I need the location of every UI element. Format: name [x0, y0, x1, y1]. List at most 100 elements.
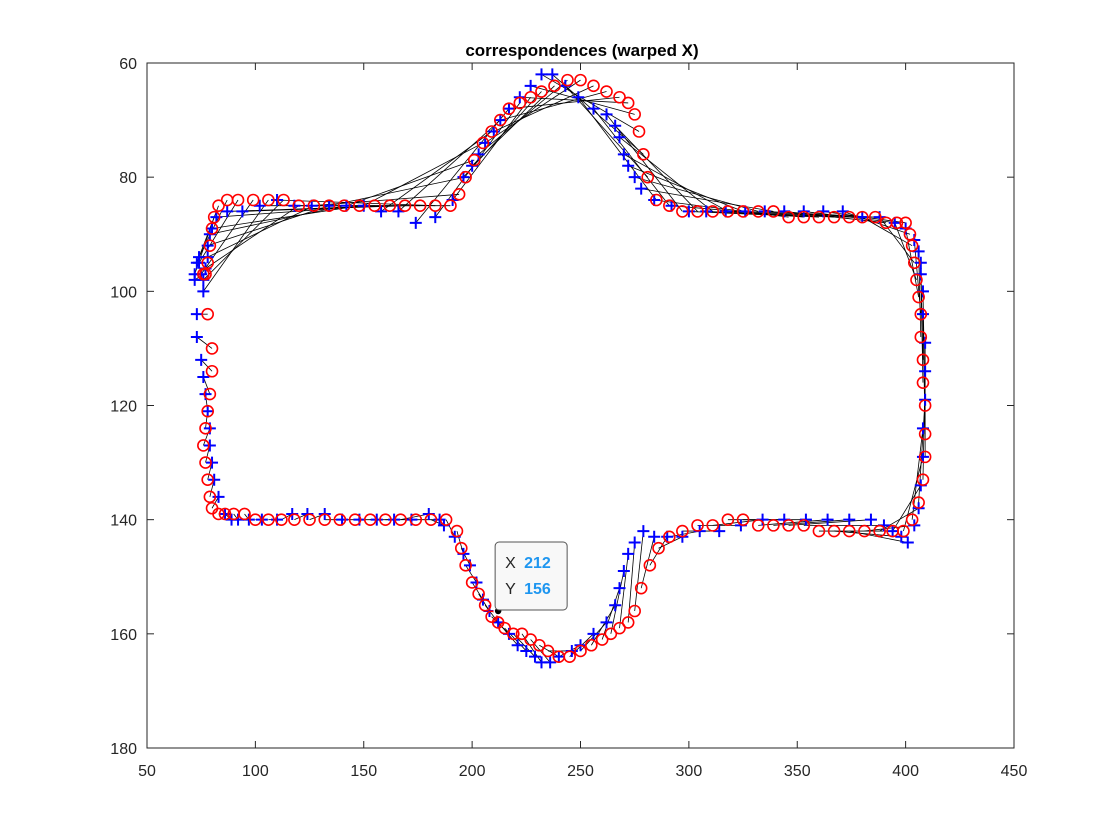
circle-markers [197, 73, 932, 663]
correspondence-line [892, 485, 922, 532]
correspondence-line [601, 588, 620, 640]
correspondence-line [593, 108, 670, 206]
plus-marker [613, 131, 626, 144]
correspondence-line [614, 125, 698, 212]
correspondence-line [879, 507, 919, 532]
circle-marker [212, 507, 225, 521]
correspondence-line [879, 216, 915, 264]
y-tick-label: 100 [110, 284, 137, 301]
circle-marker [424, 513, 438, 526]
circle-marker [472, 587, 485, 601]
correspondence-line [203, 199, 284, 281]
data-tip[interactable]: X 212 Y 156 [493, 541, 568, 616]
correspondence-line [623, 153, 729, 212]
circle-marker [912, 290, 925, 304]
plus-marker [212, 490, 225, 503]
circle-marker [197, 439, 210, 452]
plus-marker [609, 599, 622, 612]
circle-marker [205, 222, 219, 235]
plus-marker [190, 331, 203, 343]
circle-marker [238, 507, 251, 521]
circle-marker [751, 205, 765, 218]
y-axis: 60 80 100 120 140 160 180 [110, 56, 1014, 758]
circle-marker [767, 205, 780, 218]
correspondence-line [363, 142, 484, 207]
data-tip-y-value: 156 [524, 581, 551, 598]
circle-marker [201, 256, 214, 270]
plus-marker [637, 525, 650, 538]
y-tick-label: 180 [110, 741, 137, 758]
correspondence-line [202, 376, 211, 395]
plot-area[interactable] [146, 62, 1015, 749]
circle-marker [561, 73, 574, 87]
correspondence-line [196, 336, 213, 349]
plus-marker [236, 205, 249, 218]
circle-marker [918, 399, 932, 412]
correspondence-line [773, 519, 850, 526]
plus-marker [197, 370, 210, 383]
circle-marker [207, 210, 221, 224]
plus-marker [617, 148, 630, 161]
circle-marker [691, 519, 704, 532]
y-tick-label: 80 [119, 170, 137, 187]
data-tip-y-label: Y [505, 581, 516, 598]
plus-marker [856, 211, 869, 224]
plus-marker [821, 513, 834, 526]
plus-marker [203, 439, 216, 452]
plus-marker [502, 102, 515, 115]
circle-marker [201, 404, 214, 418]
circle-marker [548, 79, 561, 93]
circle-marker [452, 187, 466, 201]
plus-marker [628, 536, 641, 549]
circle-marker [398, 199, 412, 213]
circle-marker [637, 148, 650, 161]
circle-marker [383, 199, 397, 213]
correspondence-line [203, 199, 269, 292]
plus-marker [628, 171, 641, 184]
y-tick-label: 60 [119, 56, 137, 73]
circle-marker [454, 541, 468, 555]
circle-marker [918, 450, 932, 464]
plus-marker [544, 656, 557, 669]
circle-marker [910, 273, 923, 287]
circle-marker [502, 102, 516, 115]
circle-marker [203, 490, 217, 504]
plus-marker [206, 222, 219, 235]
correspondence-line [311, 193, 460, 207]
circle-marker [467, 153, 481, 167]
circle-marker [842, 210, 856, 224]
circle-marker [275, 513, 288, 526]
plus-marker [206, 456, 219, 469]
circle-marker [782, 210, 795, 224]
plus-marker [511, 639, 524, 652]
circle-marker [478, 598, 492, 612]
plus-marker [600, 108, 613, 121]
correspondence-line [211, 496, 219, 509]
circle-marker [199, 267, 212, 281]
circle-marker [634, 581, 648, 595]
circle-marker [444, 199, 457, 213]
circle-marker [563, 650, 576, 663]
correspondence-line [500, 91, 607, 121]
correspondence-line [552, 74, 644, 155]
circle-marker [515, 627, 529, 641]
plus-marker [271, 194, 284, 206]
circle-marker [494, 113, 507, 127]
circle-marker [318, 513, 332, 526]
plus-marker [370, 513, 383, 526]
plus-marker [188, 268, 201, 281]
circle-marker [535, 85, 548, 98]
correspondence-line [202, 428, 211, 446]
circle-marker [650, 193, 663, 207]
x-axis: 50 100 150 200 250 300 350 400 450 [138, 63, 1027, 780]
circle-marker [613, 621, 626, 635]
data-tip-box [494, 541, 568, 611]
plus-marker [409, 216, 422, 229]
circle-marker [498, 621, 511, 635]
circle-marker [203, 239, 217, 252]
correspondence-lines [194, 74, 926, 663]
chart-title: correspondences (warped X) [465, 41, 698, 60]
x-tick-label: 100 [242, 763, 269, 780]
circle-marker [600, 85, 613, 98]
correspondence-line [380, 131, 492, 212]
